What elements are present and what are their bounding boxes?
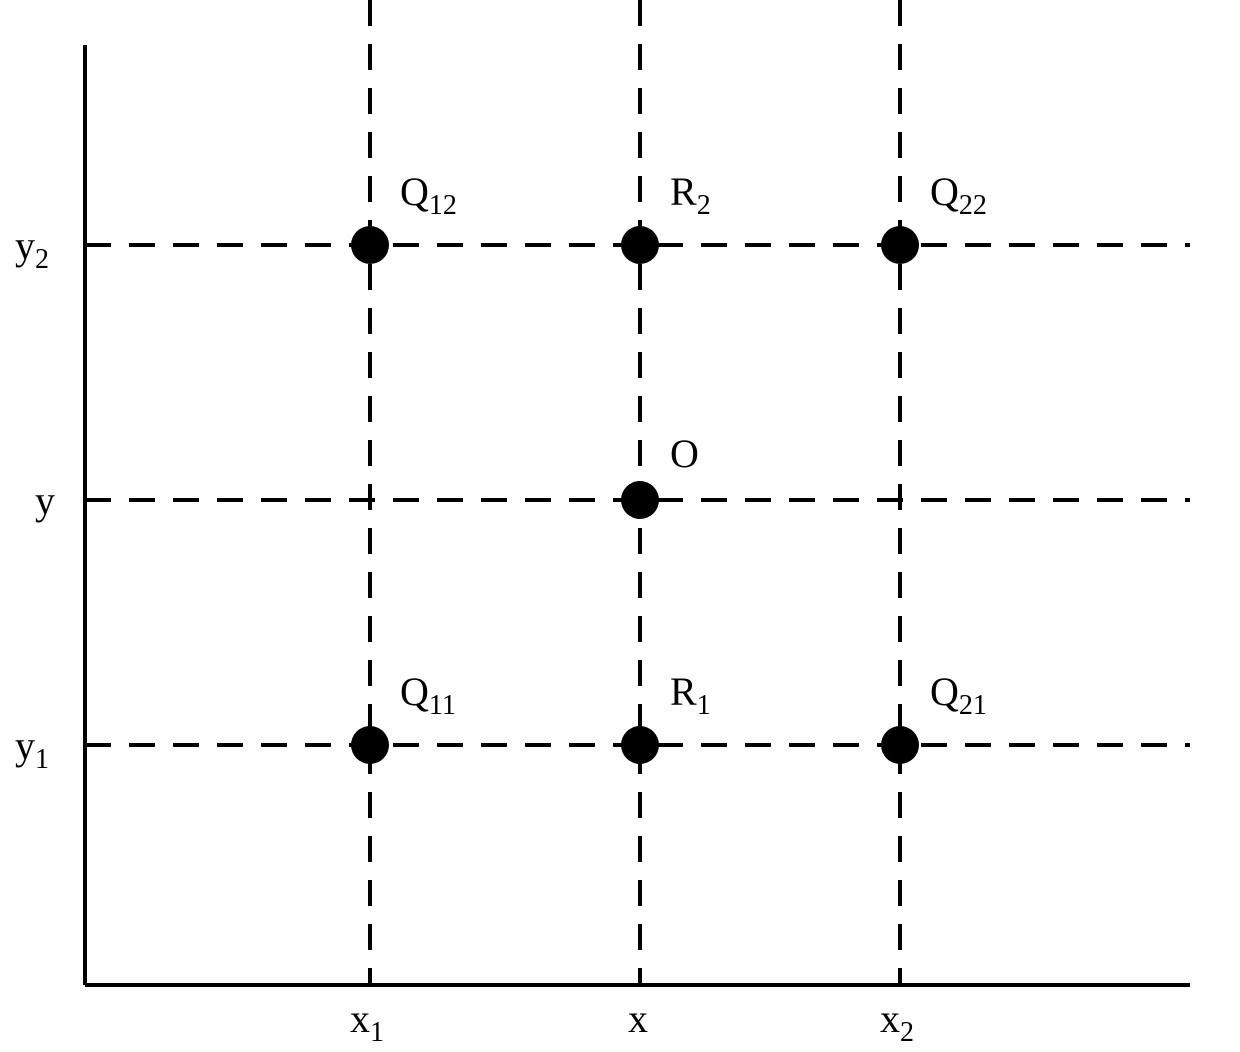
label-subscript: 1: [370, 1017, 384, 1048]
data-point: [351, 226, 389, 264]
data-point: [881, 226, 919, 264]
y-axis-label: y1: [15, 722, 49, 776]
point-label: Q21: [930, 668, 987, 722]
label-main: y: [15, 223, 35, 268]
label-main: R: [670, 169, 697, 214]
label-main: R: [670, 669, 697, 714]
label-main: Q: [930, 169, 959, 214]
label-main: y: [15, 723, 35, 768]
label-subscript: 1: [697, 690, 711, 721]
bilinear-interpolation-diagram: y2yy1x1xx2Q12R2Q22OQ11R1Q21: [0, 0, 1240, 1052]
point-label: Q11: [400, 668, 456, 722]
diagram-svg: [0, 0, 1240, 1052]
label-subscript: 22: [959, 190, 987, 221]
label-main: Q: [400, 169, 429, 214]
point-label: R1: [670, 668, 711, 722]
label-main: O: [670, 431, 699, 476]
data-point: [621, 481, 659, 519]
label-subscript: 2: [900, 1017, 914, 1048]
label-main: x: [880, 996, 900, 1041]
point-label: R2: [670, 168, 711, 222]
point-label: O: [670, 430, 699, 477]
label-subscript: 21: [959, 690, 987, 721]
data-point: [621, 226, 659, 264]
label-subscript: 2: [697, 190, 711, 221]
data-point: [881, 726, 919, 764]
label-subscript: 2: [35, 244, 49, 275]
point-label: Q12: [400, 168, 457, 222]
x-axis-label: x2: [880, 995, 914, 1049]
x-axis-label: x1: [350, 995, 384, 1049]
x-axis-label: x: [628, 995, 648, 1042]
label-main: x: [628, 996, 648, 1041]
label-main: y: [35, 478, 55, 523]
y-axis-label: y: [35, 477, 55, 524]
label-main: Q: [930, 669, 959, 714]
label-main: x: [350, 996, 370, 1041]
label-subscript: 11: [429, 690, 456, 721]
data-point: [621, 726, 659, 764]
label-main: Q: [400, 669, 429, 714]
y-axis-label: y2: [15, 222, 49, 276]
label-subscript: 1: [35, 744, 49, 775]
point-label: Q22: [930, 168, 987, 222]
data-point: [351, 726, 389, 764]
label-subscript: 12: [429, 190, 457, 221]
